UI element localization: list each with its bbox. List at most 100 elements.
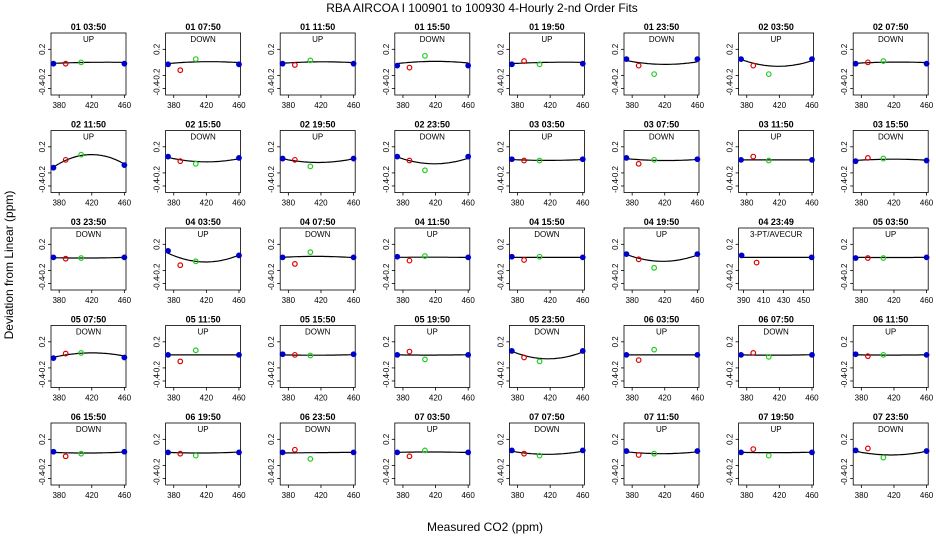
chart-panel: 01 19:50 UP 0.2 -0.2-0.4 380 420 460 xyxy=(496,22,590,110)
span-standard-point xyxy=(765,157,772,164)
figure-title: RBA AIRCOA I 100901 to 100930 4-Hourly 2… xyxy=(326,1,638,15)
y-tick-label: -0.4 xyxy=(840,471,849,485)
y-tick-label: -0.4 xyxy=(382,471,391,485)
panel-title: 06 11:50 xyxy=(873,315,908,325)
span-standard-point xyxy=(651,264,658,271)
panel-mode-label: UP xyxy=(656,328,667,337)
x-tick-label: 460 xyxy=(118,101,132,110)
x-tick-label: 460 xyxy=(920,296,934,305)
chart-panel: 05 07:50 DOWN 0.2 -0.2-0.4 380 420 460 xyxy=(38,315,132,403)
chart-panel: 04 07:50 DOWN 0.2 -0.2-0.4 380 420 460 xyxy=(267,217,361,305)
y-tick-label: 0.2 xyxy=(611,336,620,348)
panel-title: 07 03:50 xyxy=(415,412,451,422)
fit-curve xyxy=(397,451,469,454)
high-standard-point xyxy=(579,254,586,261)
x-tick-label: 460 xyxy=(118,296,132,305)
x-tick-label: 420 xyxy=(543,101,557,110)
fit-curve xyxy=(282,255,354,259)
x-tick-label: 420 xyxy=(887,199,901,208)
panel-title: 01 07:50 xyxy=(185,22,221,32)
x-tick-label: 420 xyxy=(429,101,443,110)
panel-title: 04 19:50 xyxy=(644,217,680,227)
y-tick-label: 0.2 xyxy=(611,43,620,55)
high-standard-point xyxy=(694,56,701,63)
x-tick-label: 460 xyxy=(347,199,361,208)
x-tick-label: 460 xyxy=(232,101,246,110)
y-tick-label: -0.2 xyxy=(496,458,505,472)
chart-panel: 06 11:50 UP 0.2 -0.2-0.4 380 420 460 xyxy=(840,315,934,403)
mid-standard-point xyxy=(521,257,527,263)
x-tick-label: 460 xyxy=(118,394,132,403)
low-standard-point xyxy=(738,449,744,456)
x-tick-label: 380 xyxy=(740,394,754,403)
x-tick-label: 420 xyxy=(773,199,787,208)
panel-title: 07 23:50 xyxy=(873,412,909,422)
fit-curve xyxy=(53,451,125,454)
panel-mode-label: DOWN xyxy=(420,133,446,142)
x-tick-label: 390 xyxy=(737,296,751,305)
panel-title: 05 15:50 xyxy=(300,315,336,325)
x-tick-label: 420 xyxy=(658,296,672,305)
low-standard-point xyxy=(50,355,57,362)
span-standard-point xyxy=(192,56,199,63)
panel-mode-label: DOWN xyxy=(649,35,675,44)
chart-panel: 02 07:50 DOWN 0.2 -0.2-0.4 380 420 460 xyxy=(840,22,934,110)
y-tick-label: -0.4 xyxy=(267,179,276,193)
panel-title: 01 03:50 xyxy=(71,22,107,32)
y-tick-label: 0.2 xyxy=(840,336,849,348)
y-tick-label: -0.2 xyxy=(382,263,391,277)
y-tick-label: -0.2 xyxy=(726,458,735,472)
span-standard-point xyxy=(651,346,658,353)
y-tick-label: 0.2 xyxy=(153,433,162,445)
chart-panel: 03 07:50 DOWN 0.2 -0.2-0.4 380 420 460 xyxy=(611,120,705,208)
x-tick-label: 420 xyxy=(887,491,901,500)
x-tick-label: 460 xyxy=(232,296,246,305)
y-tick-label: -0.2 xyxy=(153,68,162,82)
mid-standard-point xyxy=(750,446,757,453)
high-standard-point xyxy=(579,156,586,163)
y-tick-label: -0.2 xyxy=(840,68,849,82)
low-standard-point xyxy=(165,247,171,254)
low-standard-point xyxy=(852,158,859,165)
x-tick-label: 420 xyxy=(429,296,443,305)
y-tick-label: -0.2 xyxy=(496,68,505,82)
x-tick-label: 460 xyxy=(347,491,361,500)
x-tick-label: 380 xyxy=(282,199,296,208)
high-standard-point xyxy=(809,156,815,163)
x-tick-label: 420 xyxy=(314,101,328,110)
panel-mode-label: DOWN xyxy=(305,328,331,337)
x-tick-label: 420 xyxy=(887,101,901,110)
span-standard-point xyxy=(192,160,199,167)
chart-panel: 05 23:50 DOWN 0.2 -0.2-0.4 380 420 460 xyxy=(496,315,590,403)
y-tick-label: -0.2 xyxy=(267,458,276,472)
mid-standard-point xyxy=(62,453,69,460)
x-tick-label: 420 xyxy=(543,199,557,208)
low-standard-point xyxy=(165,449,171,456)
mid-standard-point xyxy=(635,160,642,167)
chart-panel: 05 19:50 UP 0.2 -0.2-0.4 380 420 460 xyxy=(382,315,476,403)
mid-standard-point xyxy=(864,445,871,452)
high-standard-point xyxy=(579,447,586,454)
panel-mode-label: UP xyxy=(771,133,782,142)
y-tick-label: -0.4 xyxy=(840,276,849,290)
plot-frame xyxy=(394,130,471,193)
panel-title: 02 19:50 xyxy=(300,120,336,130)
mid-standard-point xyxy=(750,350,757,356)
panel-mode-label: DOWN xyxy=(190,35,216,44)
x-tick-label: 460 xyxy=(347,296,361,305)
x-tick-label: 460 xyxy=(920,101,934,110)
y-tick-label: 0.2 xyxy=(153,336,162,348)
chart-panel: 03 03:50 UP 0.2 -0.2-0.4 380 420 460 xyxy=(496,120,590,208)
panel-mode-label: DOWN xyxy=(534,230,560,239)
panel-mode-label: DOWN xyxy=(76,425,102,434)
x-tick-label: 460 xyxy=(232,199,246,208)
chart-panel: 05 11:50 UP 0.2 -0.2-0.4 380 420 460 xyxy=(153,315,247,403)
panel-mode-label: UP xyxy=(83,133,94,142)
x-tick-label: 460 xyxy=(461,199,475,208)
x-axis-label: Measured CO2 (ppm) xyxy=(427,520,543,534)
y-tick-label: -0.2 xyxy=(382,458,391,472)
chart-panel: 06 19:50 UP 0.2 -0.2-0.4 380 420 460 xyxy=(153,412,247,500)
y-tick-label: 0.2 xyxy=(153,141,162,153)
y-tick-label: -0.2 xyxy=(38,165,47,179)
y-tick-label: 0.2 xyxy=(496,336,505,348)
